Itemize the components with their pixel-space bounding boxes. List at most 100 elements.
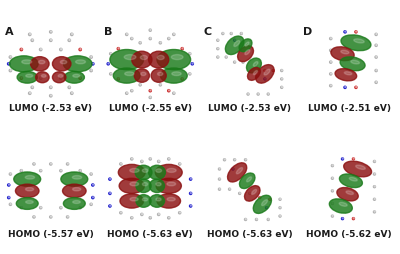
Ellipse shape <box>130 182 139 186</box>
Circle shape <box>69 40 70 41</box>
Circle shape <box>9 203 12 205</box>
Text: LUMO (-2.55 eV): LUMO (-2.55 eV) <box>109 104 192 113</box>
Ellipse shape <box>113 69 140 84</box>
Circle shape <box>224 159 226 161</box>
Ellipse shape <box>253 196 272 214</box>
Circle shape <box>257 94 259 96</box>
Ellipse shape <box>118 165 145 181</box>
Ellipse shape <box>256 65 274 84</box>
Ellipse shape <box>157 56 164 60</box>
Circle shape <box>243 62 244 63</box>
Ellipse shape <box>341 51 349 55</box>
Circle shape <box>31 40 34 42</box>
Ellipse shape <box>340 174 362 188</box>
Circle shape <box>332 190 334 192</box>
Circle shape <box>118 79 119 80</box>
Circle shape <box>280 199 281 200</box>
Text: LUMO (-2.53 eV): LUMO (-2.53 eV) <box>208 104 291 113</box>
Circle shape <box>281 70 283 72</box>
Circle shape <box>178 163 181 165</box>
Circle shape <box>218 178 220 180</box>
Ellipse shape <box>158 73 163 76</box>
Circle shape <box>50 163 52 165</box>
Text: D: D <box>303 27 313 37</box>
Text: HOMO (-5.62 eV): HOMO (-5.62 eV) <box>306 229 392 238</box>
Circle shape <box>222 33 224 35</box>
Circle shape <box>342 158 344 160</box>
Circle shape <box>9 57 12 59</box>
Circle shape <box>279 215 281 217</box>
Circle shape <box>332 165 333 166</box>
Circle shape <box>355 87 357 89</box>
Ellipse shape <box>58 75 63 78</box>
Circle shape <box>60 49 62 52</box>
Circle shape <box>50 216 52 218</box>
Circle shape <box>121 212 122 213</box>
Ellipse shape <box>157 50 191 70</box>
Text: A: A <box>5 27 14 37</box>
Circle shape <box>126 93 128 95</box>
Circle shape <box>269 198 271 200</box>
Circle shape <box>92 184 94 186</box>
Ellipse shape <box>72 176 82 179</box>
Circle shape <box>108 64 109 65</box>
Ellipse shape <box>130 169 139 173</box>
Circle shape <box>40 170 42 172</box>
Ellipse shape <box>22 60 32 65</box>
Circle shape <box>230 33 232 35</box>
Circle shape <box>280 207 281 208</box>
Ellipse shape <box>76 60 86 65</box>
Circle shape <box>223 34 224 35</box>
Circle shape <box>131 90 133 92</box>
Circle shape <box>226 57 227 58</box>
Circle shape <box>33 163 35 165</box>
Ellipse shape <box>38 61 45 65</box>
Circle shape <box>356 32 357 33</box>
Circle shape <box>266 207 268 209</box>
Circle shape <box>268 219 269 220</box>
Ellipse shape <box>238 47 254 62</box>
Ellipse shape <box>26 188 34 191</box>
Circle shape <box>256 219 258 221</box>
Circle shape <box>248 94 249 95</box>
Ellipse shape <box>110 50 144 70</box>
Circle shape <box>218 168 220 170</box>
Circle shape <box>9 173 12 176</box>
Ellipse shape <box>60 61 67 65</box>
Circle shape <box>332 178 333 179</box>
Ellipse shape <box>142 183 148 186</box>
Ellipse shape <box>17 72 37 84</box>
Circle shape <box>342 218 343 219</box>
Circle shape <box>61 207 62 208</box>
Circle shape <box>374 198 376 200</box>
Circle shape <box>93 64 94 65</box>
Circle shape <box>80 207 81 208</box>
Ellipse shape <box>245 43 249 47</box>
Circle shape <box>66 163 69 165</box>
Circle shape <box>158 214 159 215</box>
Circle shape <box>50 40 52 42</box>
Circle shape <box>228 188 230 190</box>
Circle shape <box>28 34 31 36</box>
Ellipse shape <box>30 57 49 72</box>
Ellipse shape <box>63 57 92 72</box>
Ellipse shape <box>119 179 144 194</box>
Circle shape <box>9 64 10 65</box>
Circle shape <box>173 93 175 95</box>
Ellipse shape <box>124 55 136 60</box>
Ellipse shape <box>248 68 260 81</box>
Circle shape <box>330 85 332 87</box>
Circle shape <box>120 163 122 165</box>
Circle shape <box>40 207 42 209</box>
Circle shape <box>40 49 42 52</box>
Ellipse shape <box>252 190 257 195</box>
Circle shape <box>332 215 334 217</box>
Circle shape <box>218 188 220 190</box>
Circle shape <box>352 218 354 220</box>
Ellipse shape <box>130 198 138 201</box>
Ellipse shape <box>346 191 354 195</box>
Circle shape <box>61 78 62 79</box>
Circle shape <box>117 78 119 81</box>
Ellipse shape <box>351 61 360 65</box>
Circle shape <box>375 34 377 36</box>
